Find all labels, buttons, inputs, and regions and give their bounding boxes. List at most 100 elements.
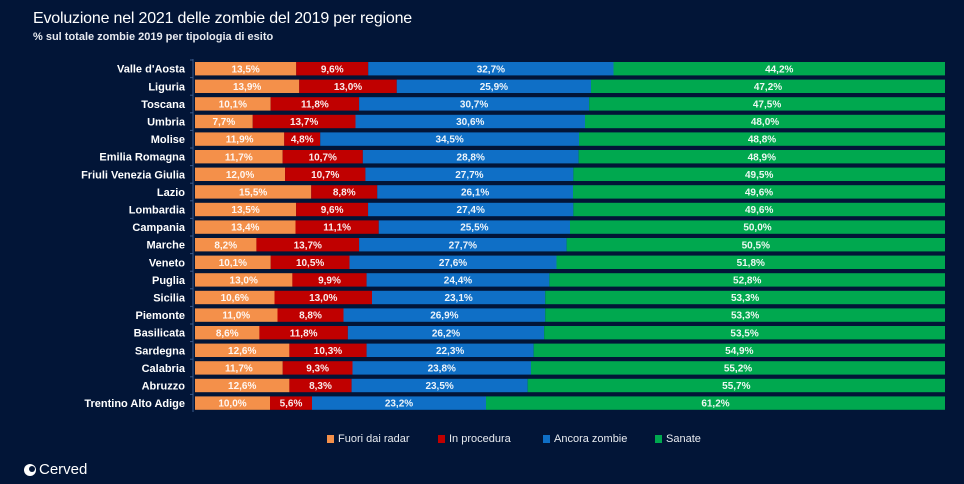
- bar-segment-ancora-zombie: [377, 185, 573, 199]
- data-label: 30,7%: [460, 100, 488, 111]
- data-label: 61,2%: [701, 399, 729, 410]
- bar-segment-in-procedura: [284, 132, 321, 146]
- bar-segment-fuori-dai-radar: [195, 79, 300, 93]
- data-label: 10,1%: [219, 258, 247, 269]
- bar-row: Umbria 7,7% 13,7% 30,6% 48,0%: [147, 112, 945, 129]
- data-label: 53,3%: [731, 293, 759, 304]
- data-label: 54,9%: [725, 346, 753, 357]
- bar-segment-in-procedura: [296, 202, 369, 217]
- stacked-bar-chart: Valle d'Aosta 13,5% 9,6% 32,7% 44,2% Liguria 1…: [81, 59, 945, 412]
- data-label: 30,6%: [456, 117, 484, 128]
- bar-segment-fuori-dai-radar: [195, 185, 312, 199]
- category-label: Lazio: [157, 187, 185, 199]
- cerved-logo: Cerved: [24, 461, 87, 478]
- bar-segment-sanate: [544, 326, 945, 340]
- data-label: 10,6%: [221, 293, 249, 304]
- category-label: Basilicata: [134, 328, 186, 340]
- bar-segment-in-procedura: [292, 273, 367, 287]
- data-label: 23,1%: [444, 293, 472, 304]
- bar-segment-sanate: [533, 343, 945, 357]
- category-label: Valle d'Aosta: [117, 64, 186, 76]
- bar-segment-ancora-zombie: [312, 396, 486, 410]
- category-label: Campania: [132, 222, 185, 234]
- bar-segment-ancora-zombie: [343, 308, 546, 322]
- data-label: 13,4%: [231, 223, 259, 234]
- bar-segment-sanate: [589, 97, 945, 111]
- data-label: 55,7%: [722, 381, 750, 392]
- data-label: 44,2%: [765, 64, 793, 75]
- legend-swatch: [543, 435, 550, 443]
- data-label: 53,5%: [730, 328, 758, 339]
- bar-segment-fuori-dai-radar: [195, 273, 293, 287]
- bar-segment-fuori-dai-radar: [195, 97, 271, 111]
- data-label: 55,2%: [724, 364, 752, 375]
- bar-segment-fuori-dai-radar: [195, 132, 285, 146]
- bar-row: Puglia 13,0% 9,9% 24,4% 52,8%: [152, 270, 945, 287]
- data-label: 48,8%: [748, 135, 776, 146]
- data-label: 5,6%: [280, 399, 303, 410]
- bar-row: Sicilia 10,6% 13,0% 23,1% 53,3%: [153, 288, 945, 305]
- bar-segment-in-procedura: [299, 79, 397, 93]
- bar-segment-sanate: [545, 308, 945, 322]
- bar-segment-in-procedura: [256, 238, 360, 252]
- chart-subtitle: % sul totale zombie 2019 per tipologia d…: [33, 31, 274, 43]
- category-label: Toscana: [141, 99, 186, 111]
- data-label: 49,6%: [745, 188, 773, 199]
- data-label: 10,3%: [314, 346, 342, 357]
- data-label: 10,1%: [219, 100, 247, 111]
- bar-segment-sanate: [579, 132, 945, 146]
- bar-row: Basilicata 8,6% 11,8% 26,2% 53,5%: [134, 323, 945, 340]
- data-label: 26,9%: [430, 311, 458, 322]
- data-label: 23,2%: [385, 399, 413, 410]
- bar-row: Valle d'Aosta 13,5% 9,6% 32,7% 44,2%: [117, 59, 945, 76]
- data-label: 8,3%: [309, 381, 332, 392]
- legend-label: Sanate: [666, 433, 701, 445]
- bar-segment-sanate: [486, 396, 945, 410]
- bar-segment-ancora-zombie: [355, 114, 585, 129]
- data-label: 13,9%: [233, 82, 261, 93]
- legend-item-in-procedura: In procedura: [438, 433, 511, 445]
- bar-segment-ancora-zombie: [396, 79, 591, 93]
- bar-segment-in-procedura: [296, 62, 369, 76]
- bar-segment-ancora-zombie: [359, 97, 590, 111]
- bar-segment-ancora-zombie: [365, 167, 574, 181]
- bar-segment-sanate: [566, 238, 945, 252]
- data-label: 13,0%: [334, 82, 362, 93]
- bar-segment-fuori-dai-radar: [195, 150, 283, 164]
- bar-segment-ancora-zombie: [359, 238, 567, 252]
- bar-segment-in-procedura: [289, 378, 352, 393]
- bar-segment-in-procedura: [295, 220, 379, 234]
- data-label: 10,7%: [311, 170, 339, 181]
- bar-segment-ancora-zombie: [320, 132, 579, 146]
- data-label: 49,6%: [745, 205, 773, 216]
- data-label: 13,5%: [231, 205, 259, 216]
- data-label: 11,7%: [225, 152, 253, 163]
- bar-segment-fuori-dai-radar: [195, 202, 297, 217]
- bar-segment-fuori-dai-radar: [195, 326, 260, 340]
- bar-row: Abruzzo 12,6% 8,3% 23,5% 55,7%: [142, 376, 945, 393]
- data-label: 27,6%: [439, 258, 467, 269]
- bar-segment-fuori-dai-radar: [195, 308, 278, 322]
- data-label: 9,6%: [321, 205, 344, 216]
- bar-segment-fuori-dai-radar: [195, 396, 270, 410]
- bar-segment-in-procedura: [311, 185, 378, 199]
- bar-row: Sardegna 12,6% 10,3% 22,3% 54,9%: [135, 341, 945, 357]
- bar-segment-ancora-zombie: [351, 378, 528, 393]
- data-label: 25,5%: [460, 223, 488, 234]
- bar-segment-ancora-zombie: [366, 273, 550, 287]
- category-label: Sicilia: [153, 293, 186, 305]
- data-label: 11,8%: [290, 328, 318, 339]
- data-label: 7,7%: [212, 117, 235, 128]
- data-label: 22,3%: [436, 346, 464, 357]
- bar-segment-fuori-dai-radar: [195, 62, 297, 76]
- data-label: 13,0%: [309, 293, 337, 304]
- legend-item-fuori-dai-radar: Fuori dai radar: [327, 433, 410, 445]
- bar-row: Toscana 10,1% 11,8% 30,7% 47,5%: [141, 94, 945, 111]
- data-label: 25,9%: [480, 82, 508, 93]
- data-label: 24,4%: [444, 276, 472, 287]
- data-label: 32,7%: [477, 64, 505, 75]
- bar-row: Trentino Alto Adige 10,0% 5,6% 23,2% 61,2%: [84, 393, 945, 410]
- bar-segment-fuori-dai-radar: [195, 343, 290, 357]
- data-label: 11,0%: [222, 311, 250, 322]
- category-label: Calabria: [142, 363, 186, 375]
